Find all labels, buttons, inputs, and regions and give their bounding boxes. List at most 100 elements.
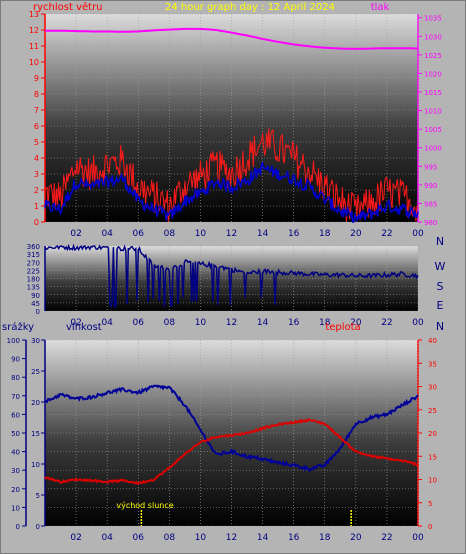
temperature-tick-label: 5 xyxy=(428,500,432,508)
x-tick-label: 14 xyxy=(257,533,269,543)
pressure-tick-label: 995 xyxy=(424,163,437,171)
x-tick-label: 06 xyxy=(133,229,145,239)
rain-tick-label: 100 xyxy=(7,337,20,345)
humidity-tick-label: 30 xyxy=(31,337,40,345)
wind-tick-label: 6 xyxy=(34,122,39,131)
rain-tick-label: 80 xyxy=(11,374,20,382)
direction-tick-label: 315 xyxy=(27,251,40,259)
compass-label: N xyxy=(436,235,444,248)
x-tick-label: 02 xyxy=(70,318,81,328)
rain-tick-label: 70 xyxy=(11,393,20,401)
temperature-tick-label: 25 xyxy=(428,407,437,415)
pressure-tick-label: 980 xyxy=(424,219,437,227)
chart-title: 24 hour graph day : 12 April 2024 xyxy=(165,2,335,13)
direction-tick-label: 360 xyxy=(27,243,40,251)
humidity-tick-label: 0 xyxy=(36,523,40,531)
wind-average-line xyxy=(44,161,419,223)
pressure-tick-label: 1030 xyxy=(424,33,442,41)
x-tick-label: 12 xyxy=(226,229,237,239)
x-tick-label: 02 xyxy=(70,229,81,239)
wind-tick-label: 2 xyxy=(34,186,39,195)
x-tick-label: 10 xyxy=(195,229,207,239)
temperature-tick-label: 0 xyxy=(428,523,432,531)
pressure-tick-label: 1015 xyxy=(424,89,442,97)
wind-plot-area xyxy=(45,14,418,222)
rain-tick-label: 60 xyxy=(11,411,20,419)
x-tick-label: 00 xyxy=(412,318,424,328)
x-tick-label: 04 xyxy=(101,229,113,239)
direction-tick-label: 135 xyxy=(27,284,40,292)
humidity-tick-label: 5 xyxy=(36,492,40,500)
direction-tick-label: 45 xyxy=(31,300,40,308)
x-tick-label: 06 xyxy=(133,318,145,328)
compass-label: E xyxy=(437,299,444,312)
temperature-line xyxy=(44,417,419,485)
pressure-tick-label: 990 xyxy=(424,182,437,190)
x-tick-label: 14 xyxy=(257,318,269,328)
x-tick-label: 12 xyxy=(226,533,237,543)
humidity-tick-label: 25 xyxy=(31,368,40,376)
wind-direction-line xyxy=(44,243,419,309)
wind-tick-label: 7 xyxy=(34,106,39,115)
x-tick-label: 04 xyxy=(101,533,113,543)
pressure-tick-label: 985 xyxy=(424,200,437,208)
humidity-line xyxy=(44,384,419,472)
x-tick-label: 16 xyxy=(288,318,300,328)
pressure-tick-label: 1035 xyxy=(424,15,442,23)
rain-tick-label: 30 xyxy=(11,467,20,475)
temperature-tick-label: 30 xyxy=(428,384,437,392)
rain-tick-label: 10 xyxy=(11,504,20,512)
humidity-tick-label: 10 xyxy=(31,461,40,469)
wind-tick-label: 9 xyxy=(34,74,39,83)
x-tick-label: 00 xyxy=(412,533,424,543)
wind-tick-label: 4 xyxy=(34,154,39,163)
wind-tick-label: 5 xyxy=(34,138,39,147)
pressure-tick-label: 1005 xyxy=(424,126,442,134)
pressure-tick-label: 1010 xyxy=(424,108,442,116)
pressure-tick-label: 1025 xyxy=(424,52,442,60)
direction-tick-label: 90 xyxy=(31,292,40,300)
direction-tick-label: 180 xyxy=(27,276,40,284)
temperature-tick-label: 35 xyxy=(428,360,437,368)
temperature-tick-label: 20 xyxy=(428,430,437,438)
wind-tick-label: 11 xyxy=(29,42,39,51)
x-tick-label: 10 xyxy=(195,318,207,328)
x-tick-label: 02 xyxy=(70,533,81,543)
wind-gust-line xyxy=(44,128,418,223)
x-tick-label: 18 xyxy=(319,533,331,543)
x-tick-label: 18 xyxy=(319,229,331,239)
x-tick-label: 04 xyxy=(101,318,113,328)
x-tick-label: 12 xyxy=(226,318,237,328)
temperature-tick-label: 15 xyxy=(428,453,437,461)
compass-label: S xyxy=(437,280,444,293)
x-tick-label: 00 xyxy=(412,229,424,239)
x-tick-label: 20 xyxy=(350,229,362,239)
compass-label: N xyxy=(436,320,444,333)
wind-axis-title: rychlost větru xyxy=(33,1,103,13)
x-tick-label: 18 xyxy=(319,318,331,328)
rain-tick-label: 40 xyxy=(11,449,20,457)
wind-tick-label: 8 xyxy=(34,90,39,99)
x-tick-label: 22 xyxy=(381,533,392,543)
rain-tick-label: 20 xyxy=(11,486,20,494)
wind-tick-label: 1 xyxy=(34,202,39,211)
x-tick-label: 08 xyxy=(164,318,176,328)
compass-label: W xyxy=(435,260,446,273)
x-tick-label: 20 xyxy=(350,533,362,543)
pressure-tick-label: 1020 xyxy=(424,70,442,78)
pressure-tick-label: 1000 xyxy=(424,145,442,153)
sunrise-label: východ slunce xyxy=(116,501,173,510)
wind-tick-label: 12 xyxy=(29,26,39,35)
x-tick-label: 22 xyxy=(381,318,392,328)
direction-tick-label: 270 xyxy=(27,259,40,267)
pressure-line xyxy=(45,27,418,50)
temperature-tick-label: 40 xyxy=(428,337,437,345)
direction-tick-label: 225 xyxy=(27,267,40,275)
rain-axis-title: srážky xyxy=(2,321,34,333)
x-tick-label: 10 xyxy=(195,533,207,543)
rain-tick-label: 0 xyxy=(16,523,20,531)
wind-tick-label: 13 xyxy=(29,10,39,19)
x-tick-label: 08 xyxy=(164,533,176,543)
humidity-axis-title: vlhkost xyxy=(66,322,102,333)
